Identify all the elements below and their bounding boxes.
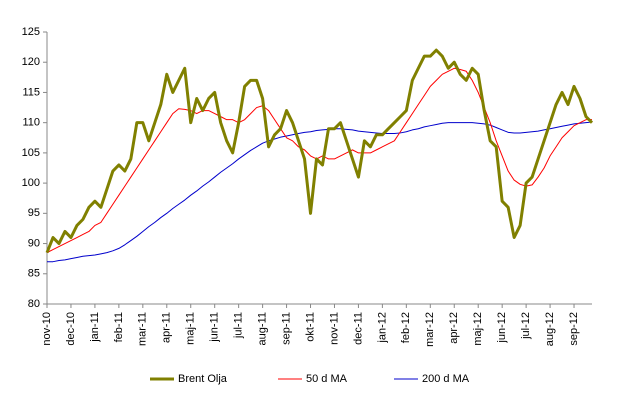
x-tick-label: aug-12 [544, 312, 556, 346]
x-tick-label: mar-12 [424, 312, 436, 347]
x-tick-label: apr-12 [448, 312, 460, 344]
series-line [45, 48, 594, 254]
y-tick-label: 95 [28, 207, 40, 219]
x-tick-label: jun-11 [209, 312, 221, 343]
series-line [46, 67, 592, 254]
y-tick-label: 90 [28, 237, 40, 249]
x-tick-label: jul-11 [233, 312, 245, 339]
x-tick-label: jan-11 [89, 312, 101, 343]
x-tick-label: nov-10 [41, 312, 53, 346]
x-tick-label: jan-12 [376, 312, 388, 344]
x-tick-label: dec-10 [65, 312, 77, 346]
x-tick-label: jun-12 [496, 312, 508, 344]
x-tick-label: feb-11 [113, 312, 125, 342]
x-tick-label: feb-12 [400, 312, 412, 343]
x-tick-label: mar-11 [137, 312, 149, 346]
x-tick-label: dec-11 [352, 312, 364, 345]
legend-label: Brent Olja [178, 373, 228, 385]
x-tick-label: maj-12 [472, 312, 484, 346]
x-tick-label: aug-11 [257, 312, 269, 345]
legend-label: 200 d MA [422, 373, 470, 385]
y-tick-label: 120 [22, 56, 40, 68]
y-tick-label: 125 [22, 26, 40, 38]
y-tick-label: 100 [22, 177, 40, 189]
y-tick-label: 85 [28, 268, 40, 280]
x-tick-label: apr-11 [161, 312, 173, 343]
legend-label: 50 d MA [306, 373, 348, 385]
x-tick-label: okt-11 [304, 312, 316, 342]
series-line [47, 121, 593, 263]
x-tick-label: jul-12 [520, 312, 532, 340]
x-tick-label: sep-12 [568, 312, 580, 346]
y-tick-label: 115 [22, 86, 40, 98]
y-tick-label: 110 [22, 117, 40, 129]
x-tick-label: sep-11 [280, 312, 292, 345]
y-tick-label: 105 [22, 147, 40, 159]
y-tick-label: 80 [28, 298, 40, 310]
x-tick-label: maj-11 [185, 312, 197, 345]
x-tick-label: nov-11 [328, 312, 340, 345]
